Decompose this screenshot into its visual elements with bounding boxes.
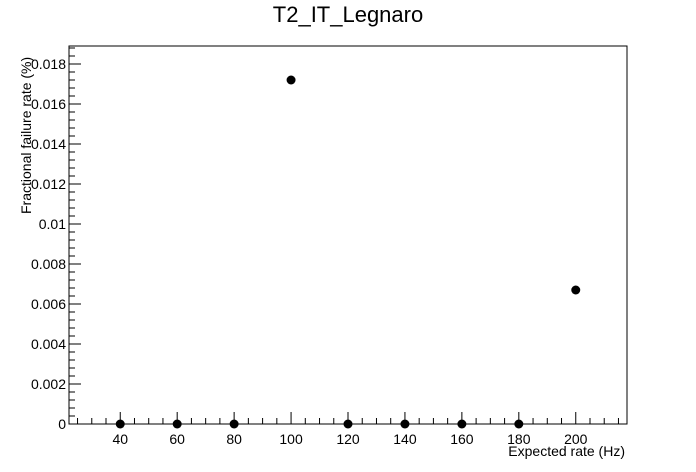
data-point <box>172 419 182 429</box>
data-point <box>571 285 581 295</box>
y-tick-label: 0.012 <box>31 176 66 192</box>
x-tick-label: 120 <box>336 431 360 447</box>
x-tick-label: 60 <box>169 431 185 447</box>
y-tick-label: 0.002 <box>31 376 66 392</box>
y-tick-label: 0.018 <box>31 56 66 72</box>
plot-frame <box>68 45 628 425</box>
data-point <box>229 419 239 429</box>
tick-labels: 40 60 80 100 120 140 160 180 200 0 0.002 0.004 0.006… <box>31 56 588 447</box>
x-tick-label: 200 <box>564 431 588 447</box>
data-point <box>343 419 353 429</box>
y-tick-label: 0.016 <box>31 96 66 112</box>
chart-title: T2_IT_Legnaro <box>273 2 423 27</box>
y-tick-label: 0.014 <box>31 136 66 152</box>
x-tick-label: 40 <box>112 431 128 447</box>
data-points <box>115 75 581 429</box>
x-tick-label: 140 <box>393 431 417 447</box>
y-tick-label: 0.006 <box>31 296 66 312</box>
axis-ticks <box>69 47 619 425</box>
data-point <box>457 419 467 429</box>
y-tick-label: 0.01 <box>39 216 66 232</box>
y-tick-label: 0.004 <box>31 336 66 352</box>
data-point <box>115 419 125 429</box>
y-tick-label: 0 <box>58 416 66 432</box>
data-point <box>400 419 410 429</box>
x-tick-label: 80 <box>226 431 242 447</box>
y-tick-label: 0.008 <box>31 256 66 272</box>
data-point <box>286 75 296 85</box>
x-tick-label: 100 <box>279 431 303 447</box>
x-axis-title: Expected rate (Hz) <box>508 443 625 459</box>
x-tick-label: 180 <box>507 431 531 447</box>
x-tick-label: 160 <box>450 431 474 447</box>
y-axis-title: Fractional failure rate (%) <box>18 57 34 214</box>
data-point <box>514 419 524 429</box>
